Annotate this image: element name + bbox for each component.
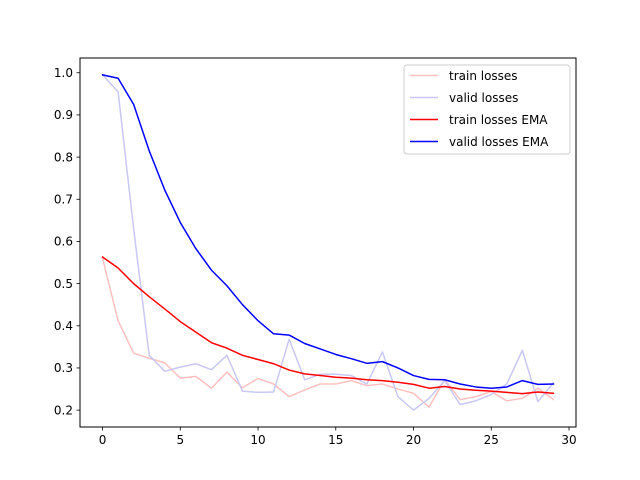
series-line-valid-losses-ema [101,73,555,389]
y-tick-label: 0.7 [54,192,73,206]
y-tick-label: 0.4 [54,319,73,333]
legend-label: valid losses EMA [449,135,549,149]
series-line-train-losses-ema [101,256,555,395]
x-tick-label: 20 [406,433,421,447]
series-layer [101,73,555,411]
x-tick-label: 15 [328,433,343,447]
x-tick-label: 10 [250,433,265,447]
legend-box [403,64,571,155]
legend-label: valid losses [449,91,518,105]
x-tick-label: 5 [176,433,184,447]
series-line-valid-losses [101,73,555,411]
plot-frame [79,57,577,428]
y-tick-label: 0.2 [54,403,73,417]
y-tick-label: 0.3 [54,361,73,375]
y-tick-label: 1.0 [54,66,73,80]
x-tick-label: 30 [561,433,576,447]
legend: train losses valid losses train losses EMA… [403,64,571,155]
y-tick-label: 0.5 [54,277,73,291]
y-axis: 0.2 0.3 0.4 0.5 0.6 0.7 0.8 0.9 1.0 [54,66,80,417]
x-axis: 0 5 10 15 20 25 30 [99,427,577,447]
y-tick-label: 0.8 [54,150,73,164]
x-tick-label: 25 [484,433,499,447]
y-tick-label: 0.9 [54,108,73,122]
x-tick-label: 0 [99,433,107,447]
y-tick-label: 0.6 [54,235,73,249]
legend-label: train losses EMA [449,113,548,127]
series-line-train-losses [101,257,555,408]
legend-label: train losses [449,69,518,83]
